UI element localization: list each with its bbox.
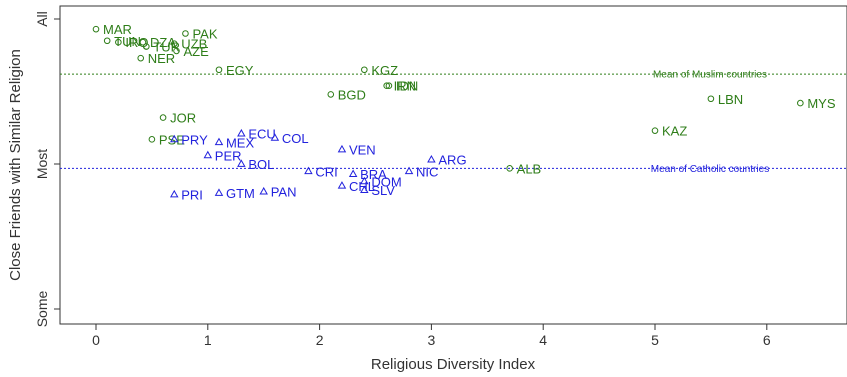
data-point-label: COL — [282, 131, 309, 146]
data-point — [170, 189, 179, 198]
data-point-label: ALB — [517, 161, 542, 176]
data-point — [506, 165, 513, 172]
data-point — [270, 133, 280, 141]
data-point-label: TUN — [114, 34, 141, 49]
data-point-label: PAN — [271, 185, 297, 200]
x-tick-label: 2 — [316, 332, 324, 348]
data-point-label: MAR — [103, 22, 132, 37]
data-point — [259, 186, 268, 195]
x-axis-title: Religious Diversity Index — [371, 356, 536, 373]
x-tick-label: 4 — [539, 332, 547, 348]
data-point — [427, 155, 436, 163]
data-point — [361, 66, 368, 74]
data-point-label: PRY — [181, 132, 208, 147]
data-point — [203, 150, 213, 159]
y-axis: Some Most All — [34, 11, 60, 327]
data-point — [360, 176, 369, 185]
data-point-label: CHL — [349, 179, 375, 194]
y-tick-label: All — [34, 11, 50, 27]
data-point — [348, 169, 358, 178]
data-point-label: PER — [215, 148, 242, 163]
y-tick-label: Some — [34, 291, 50, 328]
y-tick-label: Most — [34, 149, 50, 179]
data-point-label: KGZ — [371, 63, 398, 78]
mean-line-label: Mean of Catholic countries — [651, 164, 769, 175]
data-point — [337, 144, 347, 153]
data-point — [214, 188, 224, 196]
data-point-label: BRA — [360, 167, 387, 182]
x-tick-label: 0 — [92, 332, 100, 348]
data-point-label: UZB — [181, 37, 207, 52]
data-point — [327, 91, 335, 98]
data-point-label: SLV — [371, 183, 395, 198]
data-point-label: DOM — [371, 174, 401, 189]
data-point — [148, 136, 156, 143]
data-point — [182, 30, 189, 37]
data-point — [143, 43, 150, 50]
x-tick-label: 3 — [428, 332, 436, 348]
data-point — [103, 37, 111, 45]
data-point-label: KAZ — [662, 124, 687, 139]
data-point — [337, 181, 347, 189]
data-point — [237, 128, 246, 137]
data-point — [404, 166, 414, 175]
data-point — [115, 38, 122, 46]
data-point — [383, 82, 390, 89]
data-point-label: BGD — [338, 87, 366, 102]
x-tick-label: 6 — [763, 332, 771, 348]
data-point-label: ARG — [438, 153, 466, 168]
data-point-label: GTM — [226, 186, 255, 201]
data-point-label: VEN — [349, 143, 376, 158]
data-point-label: DZA — [150, 35, 176, 50]
x-axis: 0 1 2 3 4 5 6 — [92, 324, 771, 348]
data-point-label: NIC — [416, 164, 438, 179]
reference-lines: Mean of Muslim countries Mean of Catholic… — [60, 70, 847, 175]
data-point — [237, 159, 246, 167]
y-axis-title: Close Friends with Similar Religion — [7, 49, 24, 281]
data-point — [385, 82, 393, 89]
data-point — [92, 25, 100, 33]
data-point-label: IRQ — [125, 35, 148, 50]
x-tick-label: 5 — [651, 332, 659, 348]
data-point — [797, 99, 804, 107]
data-point-label: IRN — [394, 79, 416, 94]
data-point — [137, 54, 145, 62]
data-point — [170, 134, 179, 143]
data-point-label: AZE — [183, 44, 209, 59]
data-point-label: CRI — [315, 164, 337, 179]
data-point — [173, 47, 180, 55]
data-point — [215, 66, 223, 74]
data-point-label: IDN — [396, 79, 418, 94]
data-point-label: JOR — [170, 111, 196, 126]
data-point-label: ECU — [248, 127, 275, 142]
data-point — [304, 166, 313, 175]
data-point — [360, 185, 369, 193]
x-tick-label: 1 — [204, 332, 212, 348]
mean-line-label: Mean of Muslim countries — [653, 70, 767, 81]
data-point — [651, 127, 659, 134]
data-point-label: BOL — [248, 157, 274, 172]
data-point-label: PRI — [181, 187, 203, 202]
data-point — [139, 38, 147, 46]
data-point-label: NER — [148, 51, 175, 66]
data-point-label: MEX — [226, 135, 255, 150]
plot-frame — [59, 5, 847, 325]
data-point-label: LBN — [718, 92, 743, 107]
data-point-label: MYS — [807, 96, 836, 111]
data-point — [159, 114, 167, 121]
data-point — [707, 95, 715, 103]
data-point-label: PAK — [192, 27, 217, 42]
data-point — [214, 137, 224, 146]
data-point — [170, 40, 178, 47]
data-point-label: EGY — [226, 63, 254, 78]
